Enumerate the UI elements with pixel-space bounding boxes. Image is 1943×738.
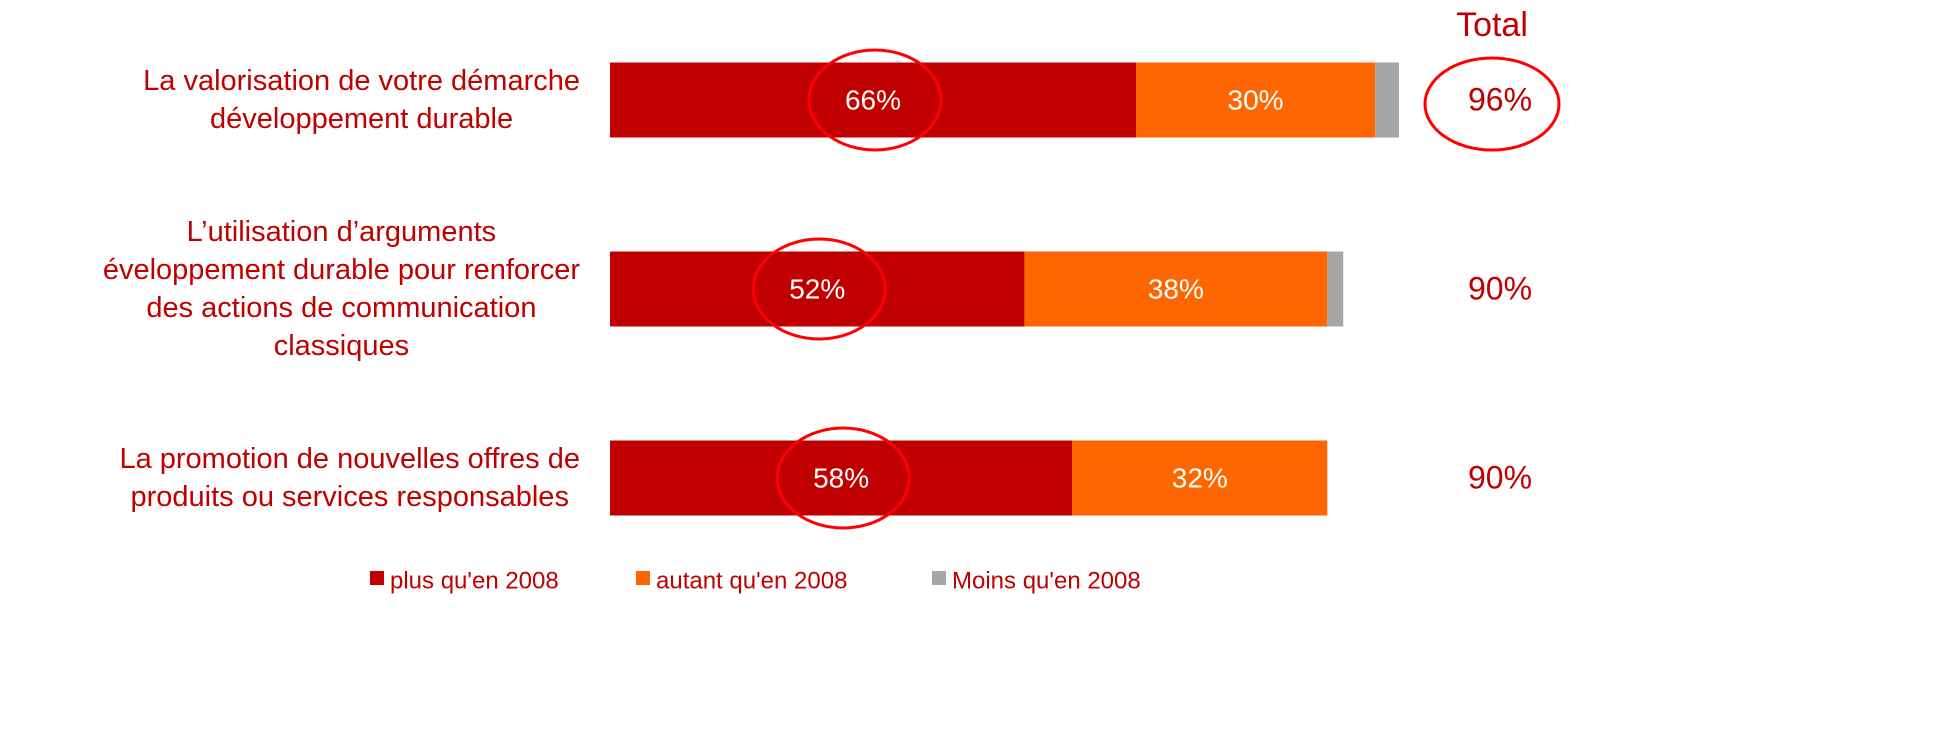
highlight-circle bbox=[751, 237, 887, 341]
legend-label: plus qu'en 2008 bbox=[390, 567, 559, 594]
bar-segment bbox=[1327, 251, 1344, 327]
value-label: 58% bbox=[813, 462, 869, 493]
bar-segment bbox=[1375, 62, 1400, 138]
bar-segment bbox=[610, 440, 1073, 516]
value-label: 38% bbox=[1148, 273, 1204, 304]
legend-swatch bbox=[370, 571, 384, 585]
total-label: 90% bbox=[1468, 270, 1532, 306]
legend-label: autant qu'en 2008 bbox=[656, 567, 847, 594]
category-label: La promotion de nouvelles offres de prod… bbox=[119, 443, 580, 513]
legend-swatch bbox=[636, 571, 650, 585]
value-label: 30% bbox=[1228, 84, 1284, 115]
category-label: La valorisation de votre démarche dévelo… bbox=[143, 65, 580, 135]
bar-segment bbox=[610, 251, 1025, 327]
bar-segment bbox=[610, 62, 1137, 138]
bar-segment bbox=[1136, 62, 1376, 138]
totals-title: Total bbox=[1456, 6, 1528, 44]
total-label: 96% bbox=[1468, 81, 1532, 117]
legend-label: Moins qu'en 2008 bbox=[952, 567, 1141, 594]
legend-swatch bbox=[932, 571, 946, 585]
value-label: 52% bbox=[789, 273, 845, 304]
total-label: 90% bbox=[1468, 459, 1532, 495]
value-label: 32% bbox=[1172, 462, 1228, 493]
value-label: 66% bbox=[845, 84, 901, 115]
bar-segment bbox=[1072, 440, 1328, 516]
highlight-circle bbox=[807, 48, 943, 152]
category-label: L’utilisation d’arguments éveloppement d… bbox=[102, 216, 580, 362]
highlight-circle bbox=[1423, 56, 1561, 152]
bar-segment bbox=[1024, 251, 1328, 327]
highlight-circle bbox=[775, 426, 911, 530]
